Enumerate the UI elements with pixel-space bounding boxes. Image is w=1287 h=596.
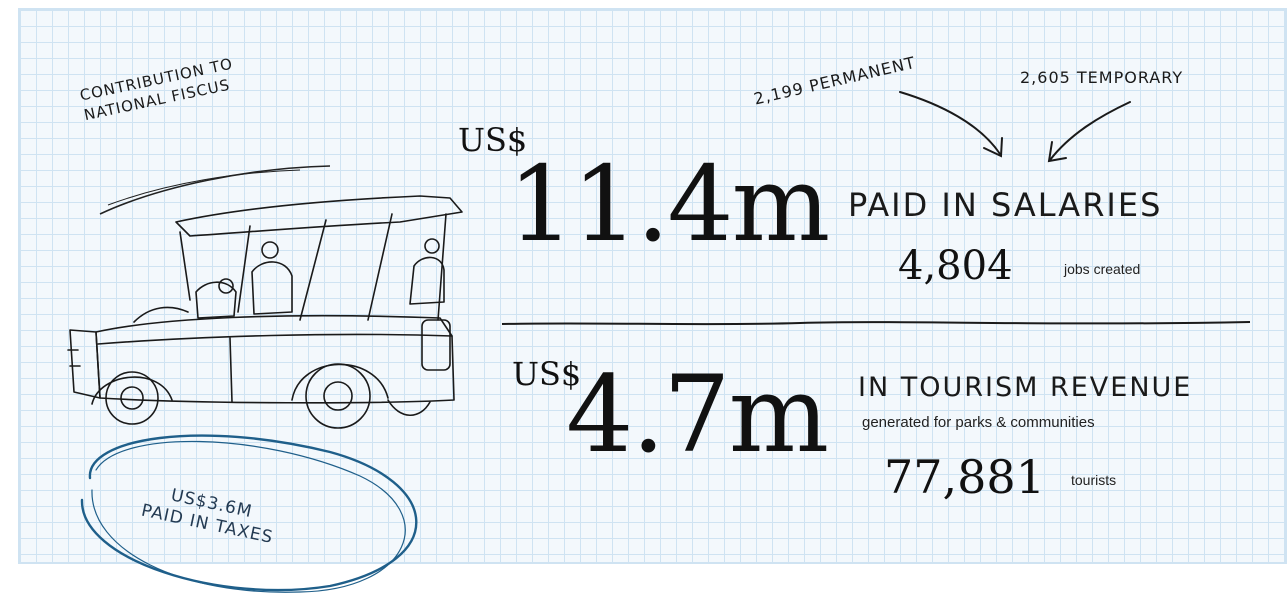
temporary-arrow-icon [1047, 101, 1131, 163]
safari-vehicle-icon [67, 195, 463, 429]
tourism-sublabel: generated for parks & communities [862, 414, 1095, 431]
salaries-currency: US$ [458, 121, 528, 159]
salaries-amount: 11.4m [508, 143, 830, 265]
tourists-label: tourists [1071, 472, 1117, 488]
underline-swoosh [99, 165, 331, 215]
tax-oval-icon [80, 434, 418, 593]
tourism-label: IN TOURISM REVENUE [858, 372, 1193, 403]
temporary-jobs-annotation: 2,605 TEMPORARY [1020, 68, 1184, 87]
salaries-label: PAID IN SALARIES [848, 186, 1163, 224]
jobs-created-label: jobs created [1064, 261, 1141, 277]
tourism-currency: US$ [512, 355, 582, 393]
tourists-value: 77,881 [884, 450, 1045, 504]
graph-paper-background [18, 8, 1287, 564]
section-divider [501, 321, 1251, 326]
permanent-arrow-icon [899, 91, 1003, 158]
tourism-amount: 4.7m [566, 353, 829, 476]
jobs-created-value: 4,804 [898, 243, 1013, 289]
